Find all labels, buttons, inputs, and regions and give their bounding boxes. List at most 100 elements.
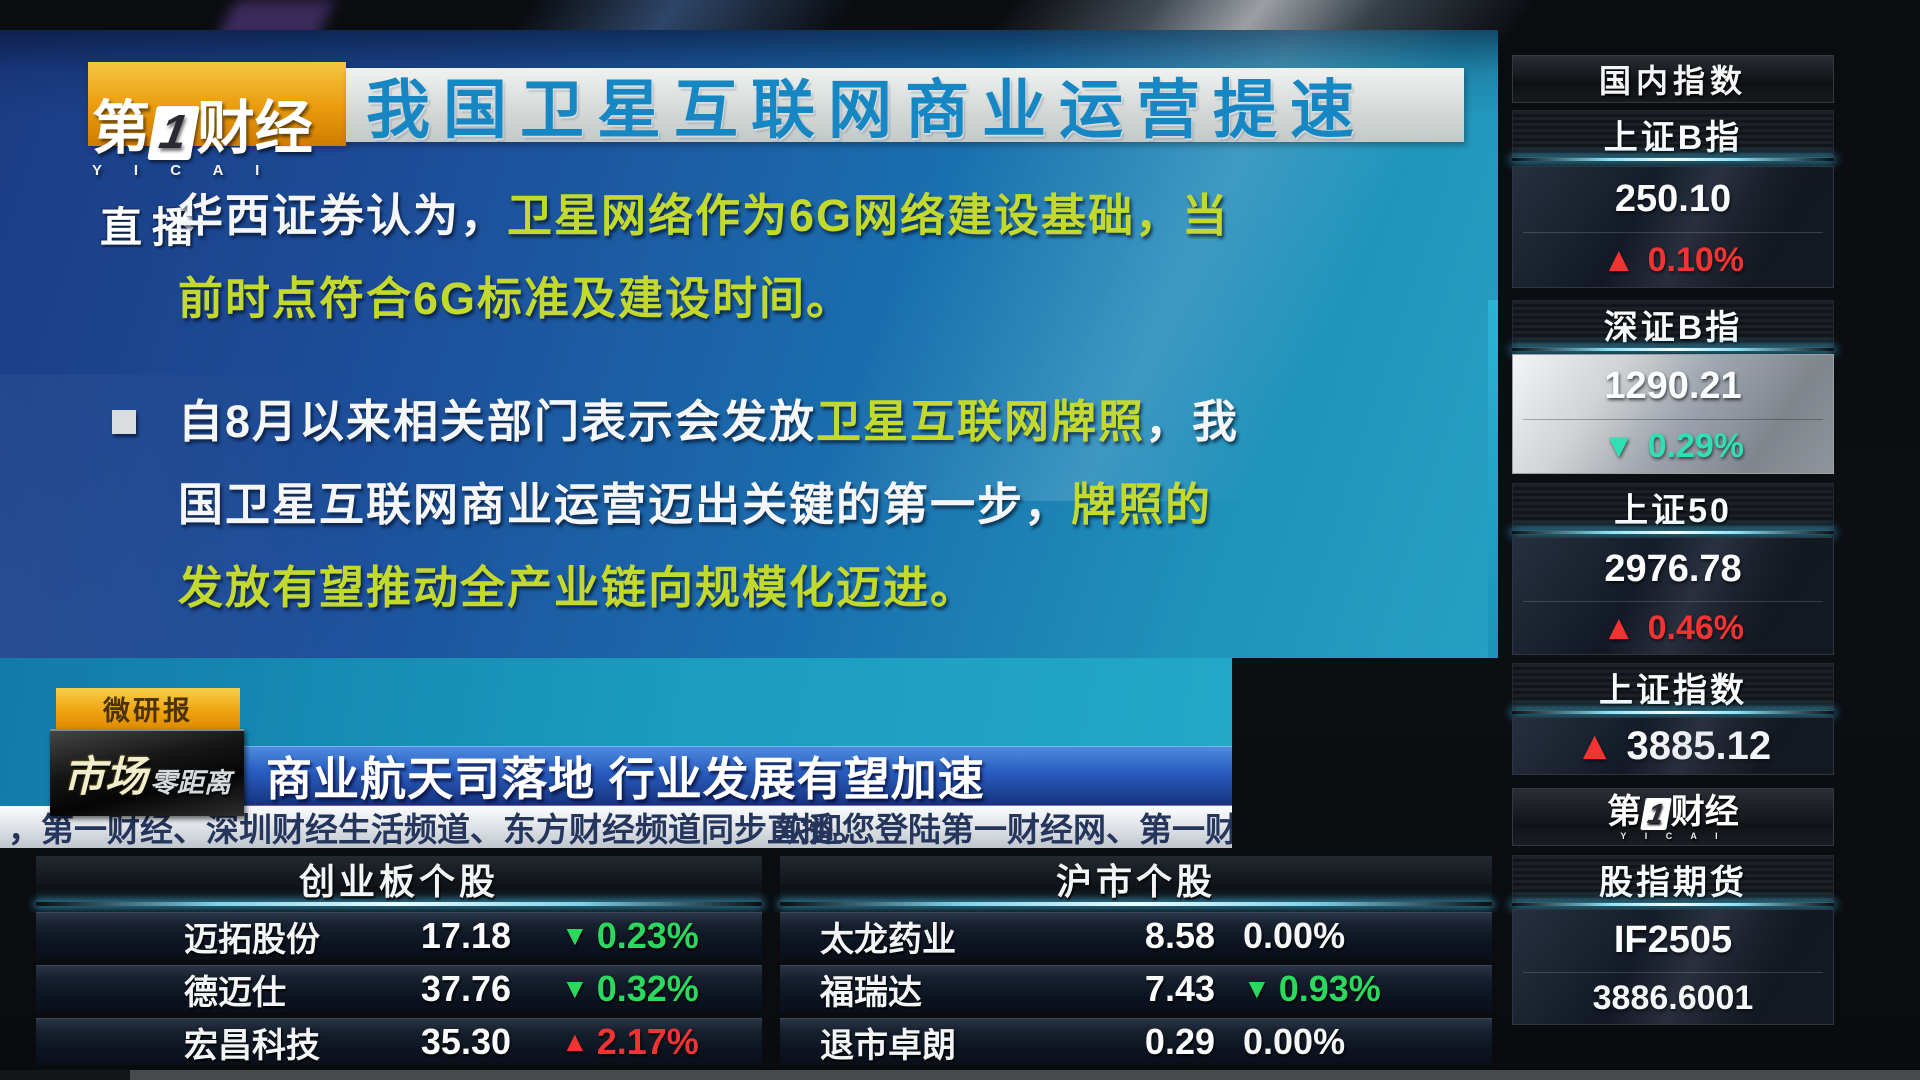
stock-row: 宏昌科技 35.30 ▲ 2.17% (36, 1018, 762, 1065)
stock-change: 0.00% (1243, 1021, 1346, 1062)
table-title: 创业板个股 (36, 856, 762, 902)
text-line: 发放有望推动全产业链向规模化迈进。 (178, 546, 1188, 629)
stock-row: 福瑞达 7.43 ▼ 0.93% (780, 965, 1492, 1012)
bullet-marker (112, 410, 136, 434)
table-title: 沪市个股 (780, 856, 1492, 902)
yicai-logo: 第 1财经 Y I C A I (92, 96, 313, 180)
highlighted-text-segment: 牌照的 (1071, 479, 1213, 530)
glow-divider (1512, 531, 1834, 534)
up-triangle-icon: ▲ (561, 1026, 589, 1057)
stock-price: 17.18 (420, 915, 511, 956)
highlighted-text-segment: 前时点符合6G标准及建设时间。 (178, 273, 854, 324)
text-segment: ，我 (1145, 396, 1240, 447)
index-change: ▼ 0.29% (1523, 418, 1823, 474)
program-logo: 市场 零距离 (50, 729, 244, 816)
slide-title: 我国卫星互联网商业运营提速 (366, 74, 1367, 146)
glow-divider (36, 902, 762, 906)
text-segment: 华西证券认为， (178, 190, 508, 241)
glow-divider (1512, 903, 1834, 906)
stock-name: 退市卓朗 (820, 1026, 956, 1065)
yicai-logo-one-icon: 1 (147, 106, 200, 160)
text-line: 自8月以来相关部门表示会发放卫星互联网牌照，我 (178, 380, 1237, 463)
text-line: 前时点符合6G标准及建设时间。 (178, 257, 1188, 340)
micro-report-badge: 微研报 (56, 688, 240, 729)
text-line: 华西证券认为，卫星网络作为6G网络建设基础，当 (178, 174, 1227, 257)
stock-change: ▼ 0.23% (561, 915, 699, 956)
yicai-logo-latin: Y I C A I (1620, 830, 1726, 841)
bottom-strip (0, 1070, 1920, 1080)
slide-sheen-decoration (0, 375, 824, 658)
futures-panel: IF2505 3886.6001 (1512, 909, 1834, 1025)
text-segment: 国卫星互联网商业运营迈出关键的第一步， (178, 479, 1072, 530)
stock-name: 宏昌科技 (184, 1026, 320, 1065)
index-panel-sse50: 2976.78 ▲ 0.46% (1512, 537, 1834, 655)
stock-row: 迈拓股份 17.18 ▼ 0.23% (36, 912, 762, 959)
futures-value: 3886.6001 (1523, 971, 1823, 1025)
index-value: 250.10 (1614, 177, 1732, 220)
down-triangle-icon: ▼ (561, 973, 589, 1004)
slide-edge-highlight (1488, 300, 1498, 658)
stock-price: 7.43 (1144, 968, 1215, 1009)
program-logo-part2: 零距离 (150, 768, 231, 798)
stock-name: 迈拓股份 (184, 920, 320, 959)
stock-name: 德迈仕 (184, 973, 286, 1012)
glow-divider (780, 902, 1492, 906)
index-label-sse50: 上证50 (1512, 483, 1834, 531)
ticker-text-left: ，第一财经、深圳财经生活频道、东方财经频道同步直播。 (8, 811, 866, 848)
title-orange-block (88, 62, 346, 146)
futures-contract: IF2505 (1613, 919, 1733, 962)
up-triangle-icon: ▲ (1601, 608, 1636, 647)
down-triangle-icon: ▼ (1601, 427, 1636, 466)
futures-header: 股指期货 (1512, 855, 1834, 903)
highlighted-text-segment: 发放有望推动全产业链向规模化迈进。 (178, 562, 978, 613)
highlighted-text-segment: 卫星网络作为6G网络建设基础，当 (507, 190, 1230, 241)
index-change-percent: 0.29% (1647, 427, 1745, 466)
text-line: 国卫星互联网商业运营迈出关键的第一步，牌照的 (178, 463, 1210, 546)
stock-row: 退市卓朗 0.29 0.00% (780, 1018, 1492, 1065)
glow-divider (1512, 711, 1834, 714)
stock-change: ▲ 2.17% (561, 1021, 699, 1062)
stock-price: 35.30 (420, 1021, 511, 1062)
slide-title-bar: 我国卫星互联网商业运营提速 (346, 68, 1464, 146)
bullet-paragraph-2: 自8月以来相关部门表示会发放卫星互联网牌照，我 国卫星互联网商业运营迈出关键的第一… (178, 380, 1237, 629)
glow-divider (1512, 158, 1834, 161)
index-panel-sse-b: 250.10 ▲ 0.10% (1512, 166, 1834, 288)
index-label-sse-composite: 上证指数 (1512, 663, 1834, 711)
yicai-logo-small: 第 1 财经 Y I C A I (1512, 788, 1834, 846)
shanghai-stocks-table: 沪市个股 太龙药业 8.58 0.00% 福瑞达 7.43 ▼ 0.93% 退市卓朗 0.29 0… (780, 856, 1492, 1065)
index-value: 2976.78 (1604, 547, 1742, 590)
index-panel-szse-b: 1290.21 ▼ 0.29% (1512, 354, 1834, 474)
up-triangle-icon: ▲ (1601, 240, 1636, 279)
stock-change: ▼ 0.93% (1243, 968, 1381, 1009)
stock-row: 德迈仕 37.76 ▼ 0.32% (36, 965, 762, 1012)
index-label-szse-b: 深证B指 (1512, 300, 1834, 348)
stock-name: 太龙药业 (820, 920, 956, 959)
index-panel-sse-composite: ▲ 3885.12 (1512, 717, 1834, 775)
text-segment: 自8月以来相关部门表示会发放 (178, 396, 817, 447)
stock-name: 福瑞达 (820, 973, 922, 1012)
ticker-text-right: 欢迎您登陆第一财经网、第一财 (776, 811, 1232, 848)
glow-divider (1512, 348, 1834, 351)
stock-row: 太龙药业 8.58 0.00% (780, 912, 1492, 959)
bottom-strip-dark (0, 1070, 130, 1080)
index-value: 1290.21 (1604, 365, 1742, 408)
index-change: ▲ 0.10% (1523, 231, 1823, 288)
stock-price: 0.29 (1144, 1021, 1215, 1062)
chinext-stocks-table: 创业板个股 迈拓股份 17.18 ▼ 0.23% 德迈仕 37.76 ▼ 0.32% 宏昌科技 3… (36, 856, 762, 1065)
index-label-sse-b: 上证B指 (1512, 110, 1834, 158)
stock-price: 8.58 (1144, 915, 1215, 956)
headline-bar: 商业航天司落地 行业发展有望加速 (244, 746, 1232, 805)
index-change: ▲ 0.46% (1523, 600, 1823, 655)
index-change-percent: 0.46% (1647, 608, 1745, 647)
stock-price: 37.76 (420, 968, 511, 1009)
yicai-logo-one-icon: 1 (1640, 797, 1672, 830)
up-triangle-icon: ▲ (1574, 723, 1615, 768)
program-logo-part1: 市场 (62, 753, 147, 800)
down-triangle-icon: ▼ (1243, 973, 1271, 1004)
index-value: 3885.12 (1626, 723, 1772, 768)
yicai-logo-latin: Y I C A I (92, 162, 274, 179)
stock-change: ▼ 0.32% (561, 968, 699, 1009)
